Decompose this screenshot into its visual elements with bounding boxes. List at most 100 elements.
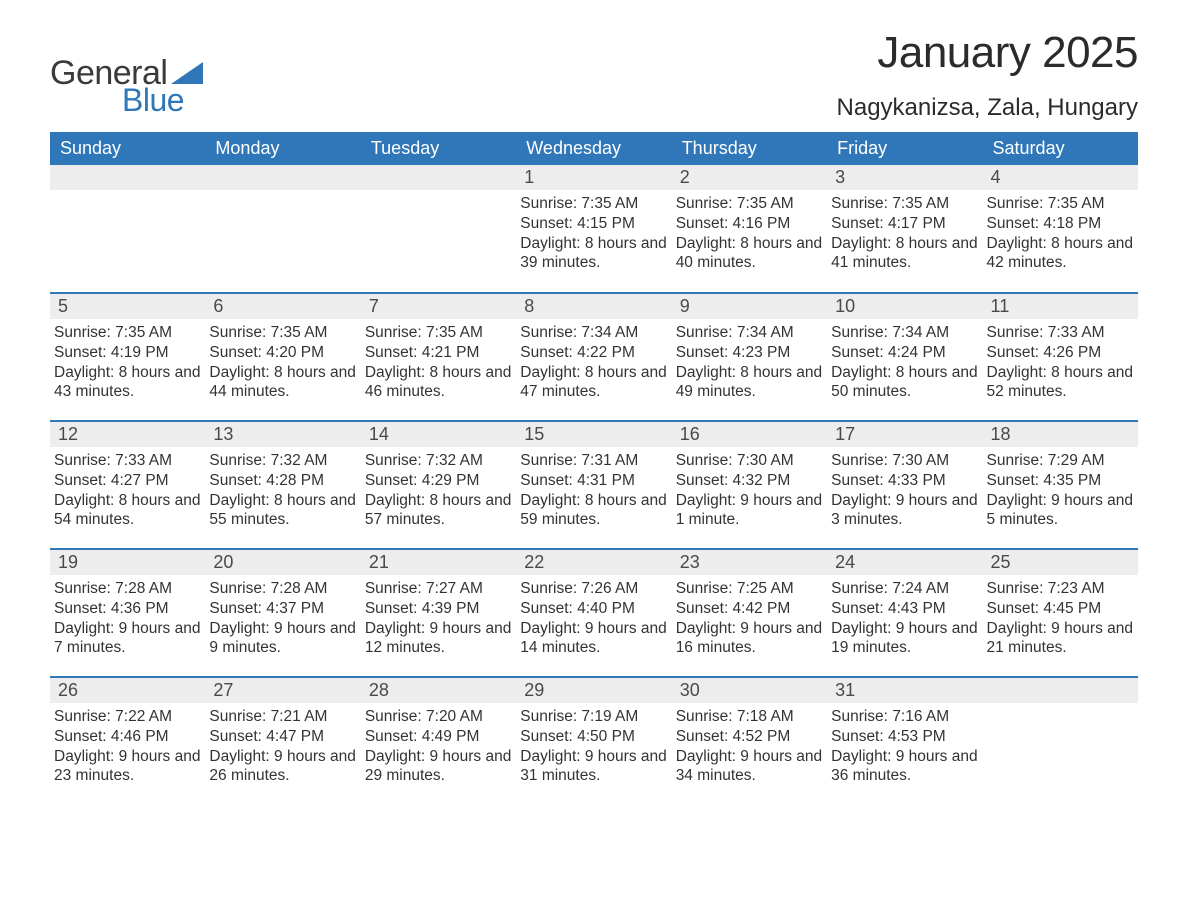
sunrise-line: Sunrise: 7:25 AM xyxy=(676,579,823,599)
sunset-line: Sunset: 4:32 PM xyxy=(676,471,823,491)
brand-word-2: Blue xyxy=(122,84,203,116)
calendar-day-cell: 11Sunrise: 7:33 AMSunset: 4:26 PMDayligh… xyxy=(983,293,1138,421)
day-details: Sunrise: 7:32 AMSunset: 4:29 PMDaylight:… xyxy=(361,447,516,540)
sunrise-line: Sunrise: 7:20 AM xyxy=(365,707,512,727)
calendar-week-row: 26Sunrise: 7:22 AMSunset: 4:46 PMDayligh… xyxy=(50,677,1138,805)
daylight-line: Daylight: 9 hours and 31 minutes. xyxy=(520,747,667,787)
calendar-empty-cell xyxy=(50,165,205,293)
weekday-header: Sunday xyxy=(50,132,205,165)
daylight-line: Daylight: 8 hours and 40 minutes. xyxy=(676,234,823,274)
brand-triangle-icon xyxy=(171,62,203,84)
calendar-day-cell: 8Sunrise: 7:34 AMSunset: 4:22 PMDaylight… xyxy=(516,293,671,421)
day-details: Sunrise: 7:20 AMSunset: 4:49 PMDaylight:… xyxy=(361,703,516,796)
sunrise-line: Sunrise: 7:28 AM xyxy=(209,579,356,599)
sunset-line: Sunset: 4:16 PM xyxy=(676,214,823,234)
day-number: 9 xyxy=(672,294,827,319)
day-details: Sunrise: 7:27 AMSunset: 4:39 PMDaylight:… xyxy=(361,575,516,668)
calendar-day-cell: 9Sunrise: 7:34 AMSunset: 4:23 PMDaylight… xyxy=(672,293,827,421)
day-details: Sunrise: 7:35 AMSunset: 4:17 PMDaylight:… xyxy=(827,190,982,283)
day-number: 1 xyxy=(516,165,671,190)
day-details: Sunrise: 7:33 AMSunset: 4:26 PMDaylight:… xyxy=(983,319,1138,412)
day-details: Sunrise: 7:23 AMSunset: 4:45 PMDaylight:… xyxy=(983,575,1138,668)
day-number: 24 xyxy=(827,550,982,575)
sunrise-line: Sunrise: 7:35 AM xyxy=(209,323,356,343)
sunrise-line: Sunrise: 7:29 AM xyxy=(987,451,1134,471)
sunset-line: Sunset: 4:15 PM xyxy=(520,214,667,234)
day-number: 16 xyxy=(672,422,827,447)
day-number: 10 xyxy=(827,294,982,319)
sunset-line: Sunset: 4:45 PM xyxy=(987,599,1134,619)
sunrise-line: Sunrise: 7:35 AM xyxy=(987,194,1134,214)
daylight-line: Daylight: 8 hours and 49 minutes. xyxy=(676,363,823,403)
sunset-line: Sunset: 4:36 PM xyxy=(54,599,201,619)
calendar-day-cell: 28Sunrise: 7:20 AMSunset: 4:49 PMDayligh… xyxy=(361,677,516,805)
sunrise-line: Sunrise: 7:23 AM xyxy=(987,579,1134,599)
calendar-day-cell: 22Sunrise: 7:26 AMSunset: 4:40 PMDayligh… xyxy=(516,549,671,677)
sunrise-line: Sunrise: 7:32 AM xyxy=(365,451,512,471)
calendar-week-row: 19Sunrise: 7:28 AMSunset: 4:36 PMDayligh… xyxy=(50,549,1138,677)
daylight-line: Daylight: 9 hours and 1 minute. xyxy=(676,491,823,531)
weekday-header-row: Sunday Monday Tuesday Wednesday Thursday… xyxy=(50,132,1138,165)
day-number: 12 xyxy=(50,422,205,447)
daylight-line: Daylight: 9 hours and 9 minutes. xyxy=(209,619,356,659)
sunrise-line: Sunrise: 7:34 AM xyxy=(520,323,667,343)
day-number: 21 xyxy=(361,550,516,575)
day-details: Sunrise: 7:18 AMSunset: 4:52 PMDaylight:… xyxy=(672,703,827,796)
daylight-line: Daylight: 9 hours and 7 minutes. xyxy=(54,619,201,659)
daylight-line: Daylight: 9 hours and 29 minutes. xyxy=(365,747,512,787)
day-number: 23 xyxy=(672,550,827,575)
day-details: Sunrise: 7:32 AMSunset: 4:28 PMDaylight:… xyxy=(205,447,360,540)
day-details: Sunrise: 7:30 AMSunset: 4:32 PMDaylight:… xyxy=(672,447,827,540)
day-number xyxy=(205,165,360,190)
sunrise-line: Sunrise: 7:16 AM xyxy=(831,707,978,727)
sunrise-line: Sunrise: 7:32 AM xyxy=(209,451,356,471)
daylight-line: Daylight: 8 hours and 41 minutes. xyxy=(831,234,978,274)
day-details: Sunrise: 7:24 AMSunset: 4:43 PMDaylight:… xyxy=(827,575,982,668)
day-details: Sunrise: 7:35 AMSunset: 4:20 PMDaylight:… xyxy=(205,319,360,412)
daylight-line: Daylight: 9 hours and 5 minutes. xyxy=(987,491,1134,531)
sunrise-line: Sunrise: 7:18 AM xyxy=(676,707,823,727)
sunrise-line: Sunrise: 7:19 AM xyxy=(520,707,667,727)
calendar-week-row: 12Sunrise: 7:33 AMSunset: 4:27 PMDayligh… xyxy=(50,421,1138,549)
sunset-line: Sunset: 4:37 PM xyxy=(209,599,356,619)
day-details: Sunrise: 7:35 AMSunset: 4:21 PMDaylight:… xyxy=(361,319,516,412)
sunrise-line: Sunrise: 7:26 AM xyxy=(520,579,667,599)
sunrise-line: Sunrise: 7:30 AM xyxy=(676,451,823,471)
day-number: 28 xyxy=(361,678,516,703)
calendar-day-cell: 12Sunrise: 7:33 AMSunset: 4:27 PMDayligh… xyxy=(50,421,205,549)
sunrise-line: Sunrise: 7:31 AM xyxy=(520,451,667,471)
sunset-line: Sunset: 4:29 PM xyxy=(365,471,512,491)
sunrise-line: Sunrise: 7:35 AM xyxy=(520,194,667,214)
weekday-header: Saturday xyxy=(983,132,1138,165)
sunrise-line: Sunrise: 7:28 AM xyxy=(54,579,201,599)
calendar-day-cell: 26Sunrise: 7:22 AMSunset: 4:46 PMDayligh… xyxy=(50,677,205,805)
calendar-day-cell: 3Sunrise: 7:35 AMSunset: 4:17 PMDaylight… xyxy=(827,165,982,293)
calendar-day-cell: 13Sunrise: 7:32 AMSunset: 4:28 PMDayligh… xyxy=(205,421,360,549)
daylight-line: Daylight: 8 hours and 55 minutes. xyxy=(209,491,356,531)
sunset-line: Sunset: 4:21 PM xyxy=(365,343,512,363)
daylight-line: Daylight: 8 hours and 46 minutes. xyxy=(365,363,512,403)
day-number: 2 xyxy=(672,165,827,190)
daylight-line: Daylight: 8 hours and 39 minutes. xyxy=(520,234,667,274)
calendar-day-cell: 30Sunrise: 7:18 AMSunset: 4:52 PMDayligh… xyxy=(672,677,827,805)
sunset-line: Sunset: 4:17 PM xyxy=(831,214,978,234)
sunset-line: Sunset: 4:42 PM xyxy=(676,599,823,619)
sunset-line: Sunset: 4:47 PM xyxy=(209,727,356,747)
calendar-day-cell: 16Sunrise: 7:30 AMSunset: 4:32 PMDayligh… xyxy=(672,421,827,549)
day-number xyxy=(983,678,1138,703)
daylight-line: Daylight: 8 hours and 50 minutes. xyxy=(831,363,978,403)
calendar-day-cell: 27Sunrise: 7:21 AMSunset: 4:47 PMDayligh… xyxy=(205,677,360,805)
brand-logo: General Blue xyxy=(50,28,203,116)
sunrise-line: Sunrise: 7:30 AM xyxy=(831,451,978,471)
daylight-line: Daylight: 9 hours and 19 minutes. xyxy=(831,619,978,659)
daylight-line: Daylight: 8 hours and 57 minutes. xyxy=(365,491,512,531)
calendar-empty-cell xyxy=(205,165,360,293)
calendar-empty-cell xyxy=(361,165,516,293)
daylight-line: Daylight: 9 hours and 34 minutes. xyxy=(676,747,823,787)
calendar-day-cell: 5Sunrise: 7:35 AMSunset: 4:19 PMDaylight… xyxy=(50,293,205,421)
daylight-line: Daylight: 9 hours and 26 minutes. xyxy=(209,747,356,787)
calendar-day-cell: 18Sunrise: 7:29 AMSunset: 4:35 PMDayligh… xyxy=(983,421,1138,549)
calendar-day-cell: 20Sunrise: 7:28 AMSunset: 4:37 PMDayligh… xyxy=(205,549,360,677)
sunset-line: Sunset: 4:53 PM xyxy=(831,727,978,747)
sunset-line: Sunset: 4:28 PM xyxy=(209,471,356,491)
